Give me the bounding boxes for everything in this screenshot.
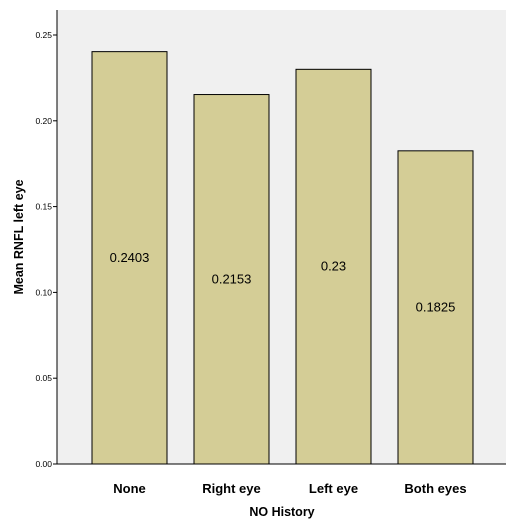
data-label-left-eye: 0.23: [321, 259, 346, 274]
y-tick-label: 0.20: [35, 116, 52, 126]
bars-group: [91, 51, 474, 465]
bar-right-eye: [193, 94, 270, 465]
data-label-right-eye: 0.2153: [212, 271, 252, 286]
y-tick-label: 0.05: [35, 373, 52, 383]
y-axis-title: Mean RNFL left eye: [12, 179, 26, 294]
y-tick-label: 0.00: [35, 459, 52, 469]
y-tick-label: 0.25: [35, 30, 52, 40]
data-label-none: 0.2403: [110, 250, 150, 265]
bar-none: [91, 51, 168, 465]
y-tick-label: 0.15: [35, 202, 52, 212]
data-labels-group: 0.2403 0.2153 0.23 0.1825: [110, 250, 456, 315]
y-axis: 0.00 0.05 0.10 0.15 0.20 0.25: [35, 10, 58, 469]
bar-left-eye: [295, 68, 372, 465]
x-axis-title: NO History: [249, 505, 314, 519]
data-label-both-eyes: 0.1825: [416, 299, 456, 314]
x-tick-label-left-eye: Left eye: [309, 481, 358, 496]
x-tick-label-both-eyes: Both eyes: [404, 481, 466, 496]
x-tick-label-none: None: [113, 481, 146, 496]
y-tick-label: 0.10: [35, 287, 52, 297]
bar-both-eyes: [397, 150, 474, 465]
x-axis: None Right eye Left eye Both eyes: [57, 463, 506, 496]
x-tick-label-right-eye: Right eye: [202, 481, 261, 496]
